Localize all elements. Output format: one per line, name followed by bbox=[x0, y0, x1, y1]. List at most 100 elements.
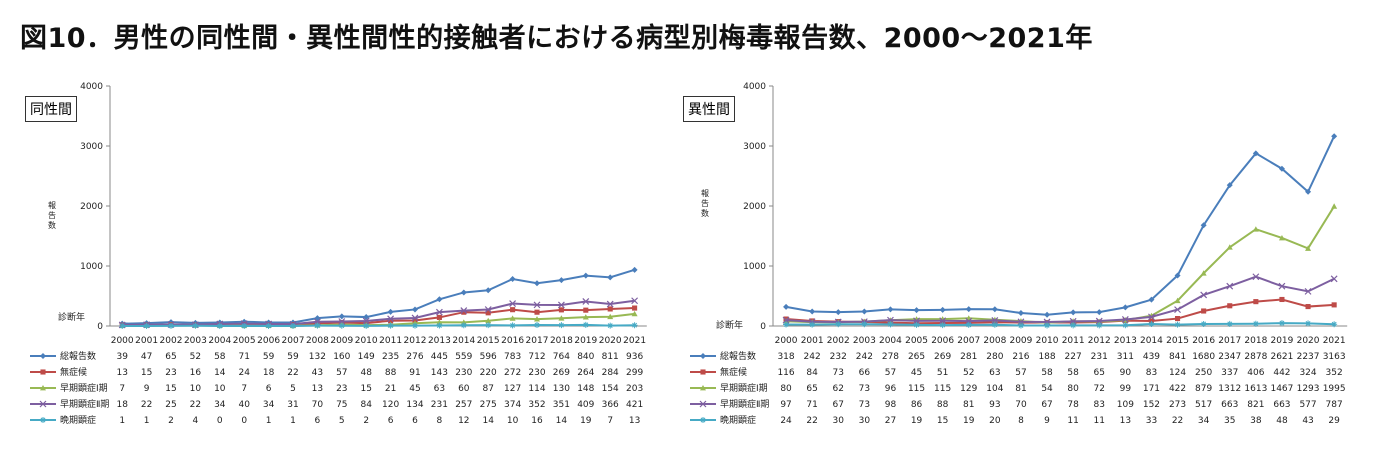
table-value: 154 bbox=[602, 384, 619, 394]
data-point bbox=[363, 322, 370, 329]
table-value: 96 bbox=[885, 384, 897, 394]
table-value: 81 bbox=[1015, 384, 1026, 394]
data-point bbox=[632, 305, 638, 311]
data-point bbox=[861, 308, 868, 315]
y-tick-label: 1000 bbox=[80, 262, 103, 272]
x-tick-label: 2017 bbox=[1218, 336, 1241, 346]
data-point bbox=[631, 297, 639, 305]
table-value: 439 bbox=[1143, 352, 1160, 362]
table-value: 63 bbox=[434, 384, 445, 394]
data-point bbox=[1226, 182, 1233, 189]
table-value: 132 bbox=[309, 352, 326, 362]
table-value: 16 bbox=[190, 368, 202, 378]
legend-label: 無症候 bbox=[720, 366, 747, 378]
legend-marker bbox=[40, 385, 46, 391]
table-value: 2 bbox=[363, 416, 369, 426]
table-value: 821 bbox=[1247, 400, 1264, 410]
table-value: 54 bbox=[1041, 384, 1053, 394]
table-value: 78 bbox=[1067, 400, 1079, 410]
page-title: 図10．男性の同性間・異性間性的接触者における病型別梅毒報告数、2000〜202… bbox=[20, 23, 1093, 54]
table-value: 124 bbox=[1169, 368, 1186, 378]
data-point bbox=[887, 321, 894, 328]
table-value: 22 bbox=[1172, 416, 1183, 426]
x-tick-label: 2012 bbox=[1088, 336, 1111, 346]
table-value: 93 bbox=[989, 400, 1000, 410]
table-value: 73 bbox=[859, 400, 870, 410]
data-point bbox=[607, 306, 613, 312]
table-value: 160 bbox=[333, 352, 350, 362]
table-value: 57 bbox=[336, 368, 347, 378]
data-point bbox=[192, 322, 199, 329]
table-value: 1613 bbox=[1244, 384, 1267, 394]
table-value: 171 bbox=[1143, 384, 1160, 394]
table-value: 269 bbox=[934, 352, 951, 362]
x-tick-label: 2004 bbox=[208, 336, 231, 346]
table-value: 148 bbox=[577, 384, 594, 394]
x-tick-label: 2007 bbox=[957, 336, 980, 346]
table-value: 75 bbox=[336, 400, 347, 410]
table-value: 278 bbox=[882, 352, 899, 362]
table-value: 1680 bbox=[1192, 352, 1215, 362]
x-tick-label: 2018 bbox=[1244, 336, 1267, 346]
data-point bbox=[558, 315, 565, 321]
data-point bbox=[1252, 226, 1259, 232]
y-tick-label: 0 bbox=[97, 322, 103, 332]
table-value: 1293 bbox=[1297, 384, 1320, 394]
table-value: 280 bbox=[986, 352, 1003, 362]
x-tick-label: 2006 bbox=[931, 336, 954, 346]
data-point bbox=[582, 321, 589, 328]
data-point bbox=[558, 307, 564, 313]
table-value: 115 bbox=[934, 384, 951, 394]
data-point bbox=[435, 308, 443, 316]
table-value: 203 bbox=[626, 384, 643, 394]
table-value: 1 bbox=[144, 416, 150, 426]
data-point bbox=[1174, 272, 1181, 279]
x-tick-label: 2014 bbox=[452, 336, 475, 346]
table-value: 840 bbox=[577, 352, 594, 362]
series-line bbox=[786, 322, 1335, 327]
table-value: 2237 bbox=[1297, 352, 1320, 362]
data-point bbox=[387, 315, 395, 323]
table-value: 73 bbox=[833, 368, 844, 378]
table-value: 65 bbox=[1094, 368, 1105, 378]
panel-label: 異性間 bbox=[683, 96, 735, 122]
data-point bbox=[290, 322, 296, 329]
table-value: 352 bbox=[1326, 368, 1343, 378]
table-value: 71 bbox=[806, 400, 817, 410]
data-point bbox=[631, 322, 638, 329]
data-point bbox=[913, 321, 920, 328]
table-value: 22 bbox=[141, 400, 152, 410]
table-value: 71 bbox=[238, 352, 249, 362]
series-line bbox=[786, 205, 1336, 324]
table-value: 48 bbox=[1276, 416, 1288, 426]
data-point bbox=[509, 315, 516, 321]
table-value: 70 bbox=[312, 400, 324, 410]
data-point bbox=[1174, 321, 1181, 328]
chart-opposite-sex: 異性間 0 1000 2000 3000 4000 報告数 診断年 2000 2001 2002 2… bbox=[683, 78, 1365, 438]
x-tick-label: 2006 bbox=[257, 336, 280, 346]
data-point bbox=[1278, 282, 1286, 290]
table-value: 51 bbox=[937, 368, 948, 378]
table-value: 65 bbox=[165, 352, 176, 362]
data-point bbox=[1017, 310, 1024, 317]
table-value: 19 bbox=[963, 416, 975, 426]
y-tick-label: 1000 bbox=[743, 262, 766, 272]
table-value: 4 bbox=[193, 416, 199, 426]
table-value: 81 bbox=[963, 400, 974, 410]
table-value: 115 bbox=[908, 384, 925, 394]
table-value: 324 bbox=[1299, 368, 1316, 378]
data-point bbox=[1070, 309, 1077, 316]
legend-label: 早期顕症Ⅰ期 bbox=[60, 382, 108, 394]
data-point bbox=[991, 306, 998, 313]
data-point bbox=[436, 314, 442, 320]
data-point bbox=[583, 307, 589, 313]
table-value: 299 bbox=[626, 368, 643, 378]
data-point bbox=[558, 322, 565, 329]
table-value: 879 bbox=[1195, 384, 1212, 394]
data-point bbox=[835, 321, 842, 328]
table-value: 445 bbox=[431, 352, 448, 362]
data-point bbox=[1201, 308, 1207, 314]
table-value: 663 bbox=[1221, 400, 1238, 410]
x-tick-label: 2007 bbox=[282, 336, 305, 346]
table-value: 90 bbox=[1120, 368, 1132, 378]
